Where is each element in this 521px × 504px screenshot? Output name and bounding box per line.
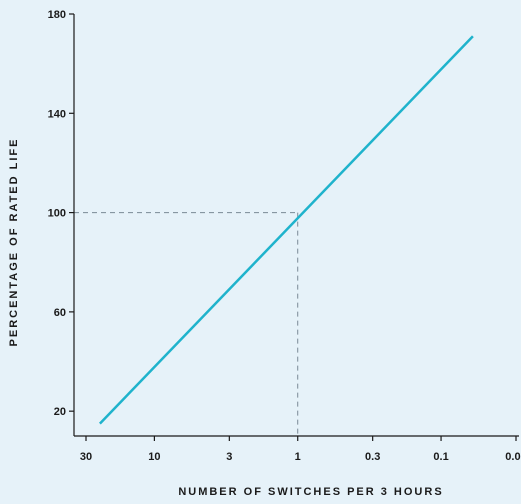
- y-tick-label: 20: [54, 406, 66, 418]
- y-tick-label: 180: [48, 9, 66, 21]
- x-ticks: 30 10 3 1 0.3 0.1 0.03: [80, 436, 521, 463]
- x-tick-label: 0.3: [365, 451, 380, 463]
- reference-lines: [74, 212, 299, 436]
- x-tick-label: 0.1: [433, 451, 448, 463]
- y-ticks: 20 60 100 140 180: [48, 9, 74, 418]
- x-tick-label: 0.03: [505, 451, 521, 463]
- series-layer: [98, 35, 474, 425]
- y-tick-label: 60: [54, 307, 66, 319]
- y-tick-label: 100: [48, 208, 66, 220]
- y-tick-label: 140: [48, 108, 66, 120]
- x-tick-label: 30: [80, 451, 92, 463]
- x-tick-label: 3: [226, 451, 232, 463]
- series-line: [98, 35, 474, 425]
- y-axis-title: PERCENTAGE OF RATED LIFE: [8, 138, 20, 347]
- x-axis-title: NUMBER OF SWITCHES PER 3 HOURS: [178, 486, 443, 498]
- x-tick-label: 1: [295, 451, 301, 463]
- x-tick-label: 10: [148, 451, 160, 463]
